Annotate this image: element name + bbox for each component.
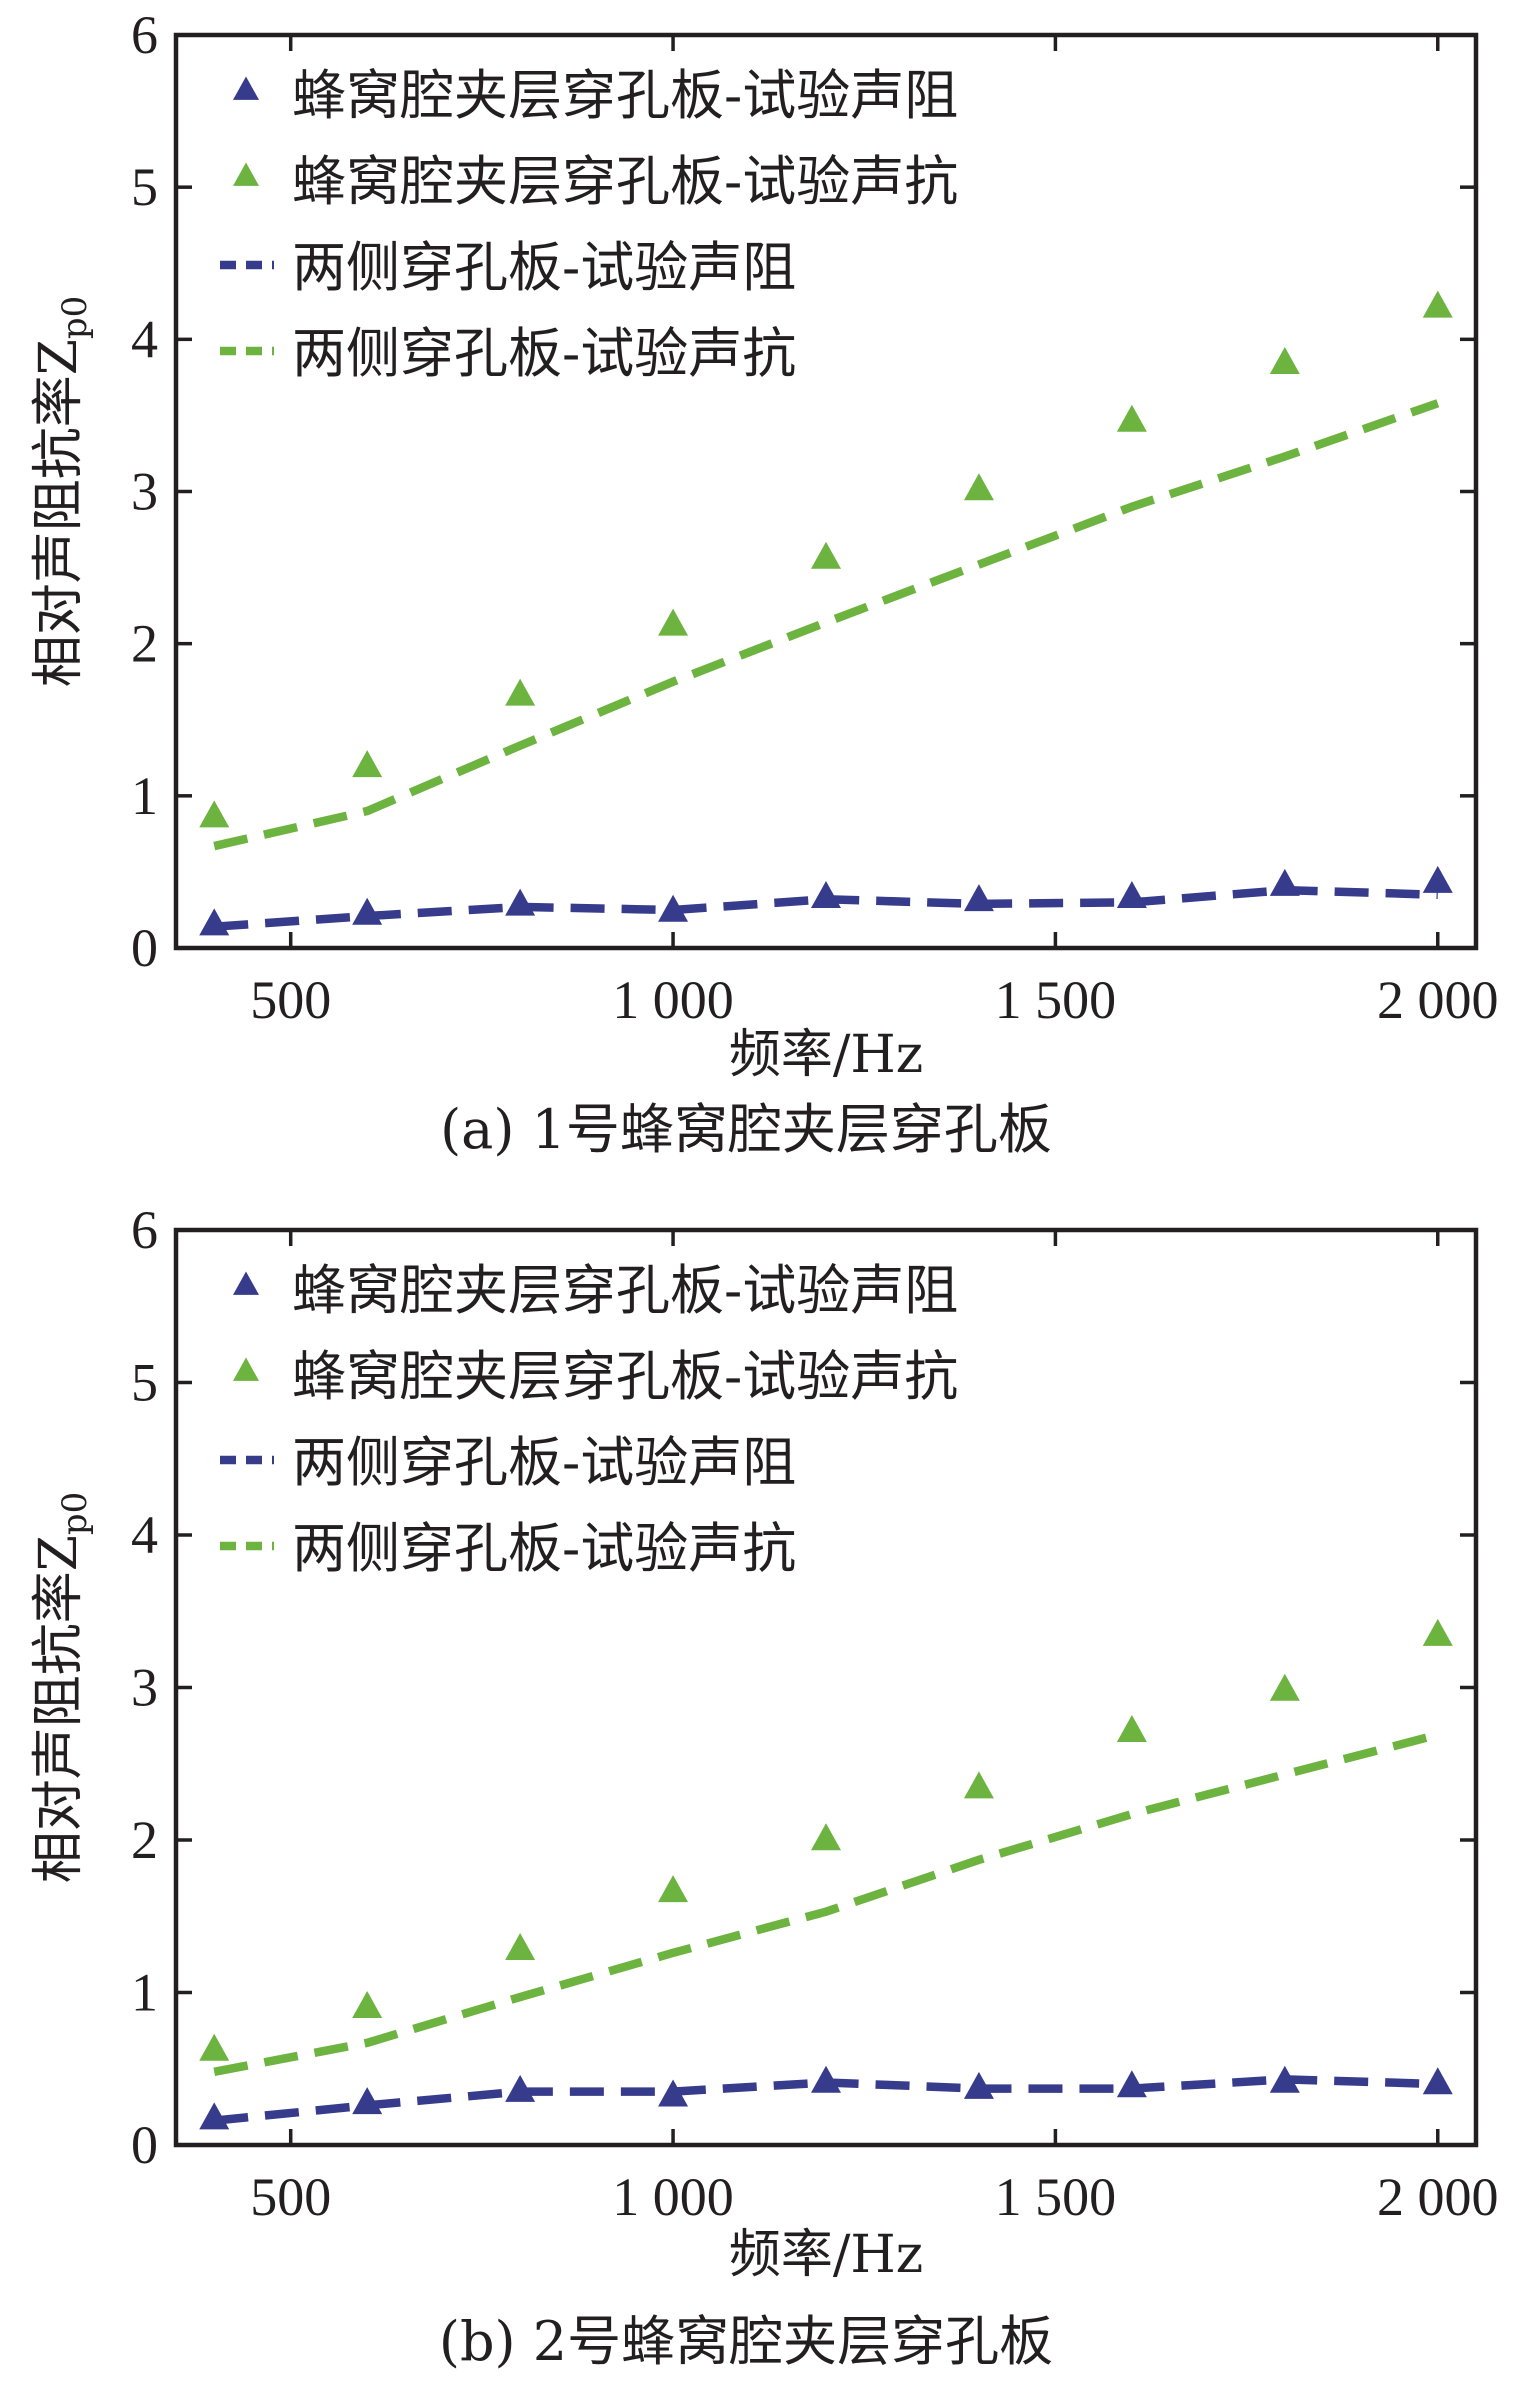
y-tick-label: 0 xyxy=(131,2115,158,2175)
legend-item-1: 蜂窝腔夹层穿孔板-试验声抗 xyxy=(233,150,958,213)
data-point-triangle xyxy=(505,888,536,916)
legend-swatch-triangle xyxy=(233,162,259,186)
data-point-triangle xyxy=(199,908,230,936)
data-point-triangle xyxy=(811,541,841,569)
series-1 xyxy=(199,1618,1453,2061)
data-point-triangle xyxy=(199,2102,230,2130)
y-axis-label-subscript: p0 xyxy=(55,1492,95,1535)
data-point-triangle xyxy=(1422,290,1453,318)
data-point-triangle xyxy=(963,884,994,912)
x-axis-label: 频率/Hz xyxy=(729,1025,923,1085)
y-tick-label: 4 xyxy=(131,1505,158,1565)
y-tick-label: 6 xyxy=(131,1200,158,1260)
legend-label: 蜂窝腔夹层穿孔板-试验声阻 xyxy=(292,64,958,127)
data-point-triangle xyxy=(199,2033,230,2061)
y-tick-label: 3 xyxy=(131,462,158,522)
data-point-triangle xyxy=(505,2074,536,2102)
chart-panel-b: 0 1 2 3 4 5 6 500 1 000 1 500 2 000 频率/Hz 相对声阻抗率Zp0 (… xyxy=(29,1200,1499,2373)
figure-caption: (b) 2号蜂窝腔夹层穿孔板 xyxy=(439,2310,1053,2373)
series-3 xyxy=(213,1730,1439,2076)
series-0 xyxy=(199,2065,1453,2130)
y-tick-label: 3 xyxy=(131,1658,158,1718)
x-tick-label: 1 500 xyxy=(995,2167,1117,2227)
data-point-triangle xyxy=(658,2079,689,2107)
y-tick-label: 2 xyxy=(131,1810,158,1870)
series-1 xyxy=(199,290,1453,828)
data-point-triangle xyxy=(811,881,841,909)
legend-item-0: 蜂窝腔夹层穿孔板-试验声阻 xyxy=(233,64,958,127)
y-axis-label-subscript: p0 xyxy=(55,296,95,339)
data-point-triangle xyxy=(811,2065,841,2093)
y-axis-label: 相对声阻抗率Zp0 xyxy=(29,296,95,688)
x-tick-label: 2 000 xyxy=(1377,970,1499,1030)
series-3 xyxy=(213,399,1440,851)
data-point-triangle xyxy=(1269,1673,1300,1701)
data-point-triangle xyxy=(505,678,536,706)
y-axis-label-main: 相对声阻抗率Z xyxy=(29,1535,89,1883)
data-point-triangle xyxy=(1269,346,1300,374)
figure-caption: (a) 1号蜂窝腔夹层穿孔板 xyxy=(440,1098,1052,1161)
x-tick-label: 500 xyxy=(250,970,331,1030)
data-point-triangle xyxy=(1422,2067,1453,2095)
x-tick-label: 2 000 xyxy=(1377,2167,1499,2227)
data-point-triangle xyxy=(1269,868,1300,896)
data-point-triangle xyxy=(1116,2070,1147,2098)
x-tick-label: 1 000 xyxy=(612,2167,734,2227)
data-point-triangle xyxy=(1116,1714,1147,1742)
y-tick-label: 1 xyxy=(131,766,158,826)
data-point-triangle xyxy=(658,894,689,922)
data-point-triangle xyxy=(1116,881,1147,909)
data-point-triangle xyxy=(352,750,383,778)
y-tick-label: 1 xyxy=(131,1963,158,2023)
y-tick-label: 4 xyxy=(131,309,158,369)
y-tick-label: 5 xyxy=(131,1353,158,1413)
legend-item-2: 两侧穿孔板-试验声阻 xyxy=(220,1431,796,1494)
data-point-triangle xyxy=(811,1823,841,1851)
data-point-triangle xyxy=(1269,2065,1300,2093)
legend-swatch-triangle xyxy=(233,1271,259,1295)
data-point-triangle xyxy=(352,1991,383,2019)
data-point-triangle xyxy=(1116,404,1147,432)
data-point-triangle xyxy=(658,1875,689,1903)
legend-label: 两侧穿孔板-试验声阻 xyxy=(292,236,796,299)
x-axis-label: 频率/Hz xyxy=(729,2225,923,2285)
data-point-triangle xyxy=(352,897,383,925)
chart-panel-a: 0 1 2 3 4 5 6 500 1 000 1 500 2 000 频率/Hz 相对声阻抗率Zp0 (… xyxy=(29,5,1499,1161)
legend-item-0: 蜂窝腔夹层穿孔板-试验声阻 xyxy=(233,1259,958,1322)
series-0 xyxy=(199,865,1453,936)
legend-item-1: 蜂窝腔夹层穿孔板-试验声抗 xyxy=(233,1345,958,1408)
legend-item-3: 两侧穿孔板-试验声抗 xyxy=(220,322,796,385)
data-point-triangle xyxy=(963,473,994,501)
data-point-triangle xyxy=(658,608,689,636)
legend-swatch-triangle xyxy=(233,76,259,100)
x-tick-label: 1 000 xyxy=(612,970,734,1030)
data-point-triangle xyxy=(1422,1618,1453,1646)
legend-label: 两侧穿孔板-试验声阻 xyxy=(292,1431,796,1494)
x-tick-label: 1 500 xyxy=(995,970,1117,1030)
legend-label: 两侧穿孔板-试验声抗 xyxy=(292,322,796,385)
data-point-triangle xyxy=(352,2087,383,2115)
y-tick-label: 0 xyxy=(131,918,158,978)
data-point-triangle xyxy=(963,1771,994,1799)
x-tick-label: 500 xyxy=(250,2167,331,2227)
y-tick-label: 5 xyxy=(131,157,158,217)
y-tick-label: 2 xyxy=(131,614,158,674)
data-point-triangle xyxy=(505,1933,536,1961)
data-point-triangle xyxy=(199,800,230,828)
legend-swatch-triangle xyxy=(233,1357,259,1381)
y-axis-label-main: 相对声阻抗率Z xyxy=(29,339,89,687)
legend-label: 蜂窝腔夹层穿孔板-试验声抗 xyxy=(292,1345,958,1408)
legend-label: 两侧穿孔板-试验声抗 xyxy=(292,1517,796,1580)
legend-item-2: 两侧穿孔板-试验声阻 xyxy=(220,236,796,299)
y-tick-label: 6 xyxy=(131,5,158,65)
y-axis-label: 相对声阻抗率Zp0 xyxy=(29,1492,95,1884)
data-point-triangle xyxy=(1422,865,1453,893)
legend-item-3: 两侧穿孔板-试验声抗 xyxy=(220,1517,796,1580)
legend-label: 蜂窝腔夹层穿孔板-试验声抗 xyxy=(292,150,958,213)
legend-label: 蜂窝腔夹层穿孔板-试验声阻 xyxy=(292,1259,958,1322)
series-line xyxy=(213,1730,1439,2076)
data-point-triangle xyxy=(963,2071,994,2099)
series-line xyxy=(213,399,1440,851)
